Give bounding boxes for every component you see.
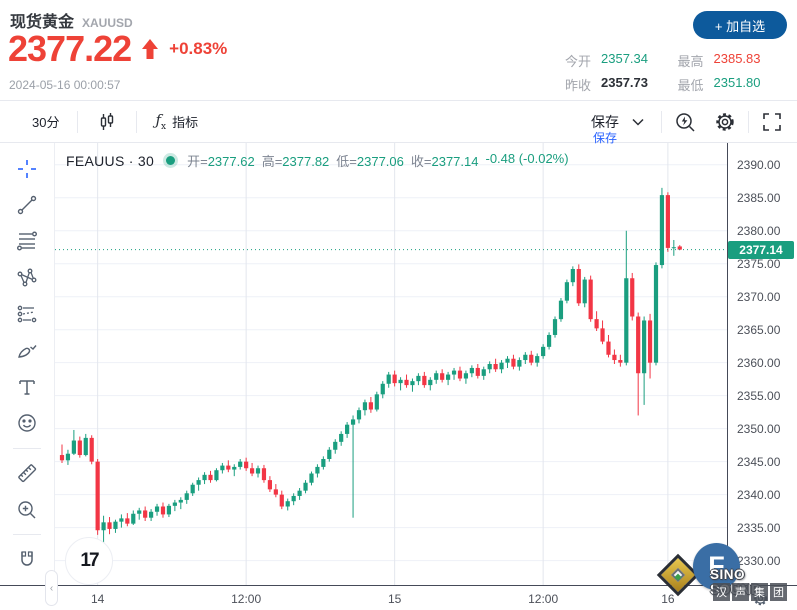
prev-close-value: 2357.73 bbox=[601, 74, 649, 90]
sidebar-collapse-handle[interactable]: ‹ bbox=[45, 570, 58, 606]
candles-icon bbox=[96, 111, 118, 133]
status-dot bbox=[166, 156, 176, 165]
high-value: 2385.83 bbox=[713, 50, 761, 66]
sino-f-logo: F bbox=[693, 543, 740, 590]
legend-change: -0.48 (-0.02%) bbox=[485, 151, 569, 166]
last-price: 2377.22 bbox=[8, 28, 132, 69]
price-axis-label: 2355.00 bbox=[737, 388, 781, 403]
time-axis-label: 12:00 bbox=[528, 592, 559, 606]
legend-symbol: FEAUUS · 30 bbox=[66, 152, 155, 169]
chevron-down-icon[interactable] bbox=[627, 111, 649, 133]
settings-gear-icon[interactable] bbox=[714, 111, 736, 133]
indicators-button[interactable]: ƒx 指标 bbox=[149, 107, 204, 136]
sino-brand-cn: 汉声集团 bbox=[713, 583, 787, 601]
add-watchlist-button[interactable]: + 加自选 bbox=[693, 11, 787, 39]
price-axis-label: 2345.00 bbox=[737, 454, 781, 469]
prev-close-label: 昨收 bbox=[565, 77, 592, 93]
price-axis-label: 2390.00 bbox=[737, 157, 781, 172]
xabcd-pattern-tool-button[interactable] bbox=[12, 264, 42, 291]
time-axis-label: 15 bbox=[387, 592, 402, 606]
price-axis-label: 2360.00 bbox=[737, 355, 781, 370]
tv-glyph: 17 bbox=[80, 550, 99, 571]
instrument-symbol: XAUUSD bbox=[82, 16, 133, 30]
interval-button[interactable]: 30分 bbox=[32, 115, 60, 130]
instrument-title: 现货黄金 bbox=[10, 14, 75, 31]
up-arrow-icon bbox=[141, 38, 159, 60]
save-tooltip: 保存 bbox=[593, 130, 618, 145]
change-percent: +0.83% bbox=[169, 39, 228, 58]
price-axis-label: 2365.00 bbox=[737, 322, 781, 337]
chart-toolbar: 30分 ƒx 指标 保存 保存 bbox=[0, 100, 797, 145]
low-label: 最低 bbox=[677, 77, 704, 93]
price-axis-label: 2330.00 bbox=[737, 553, 781, 568]
open-label: 今开 bbox=[565, 53, 592, 69]
high-label: 最高 bbox=[677, 53, 704, 69]
sidebar-divider bbox=[13, 534, 41, 536]
low-value: 2351.80 bbox=[713, 74, 761, 90]
price-axis-label: 2350.00 bbox=[737, 421, 781, 436]
emoji-tool-button[interactable] bbox=[12, 409, 42, 436]
trend-line-tool-button[interactable] bbox=[12, 191, 42, 218]
crosshair-tool-button[interactable] bbox=[12, 155, 42, 182]
zoom-in-tool-button[interactable] bbox=[12, 496, 42, 523]
indicators-label: 指标 bbox=[172, 115, 199, 130]
price-axis[interactable]: 2390.00 2385.00 2380.00 2375.00 2370.00 2365.… bbox=[727, 143, 797, 585]
brush-tool-button[interactable] bbox=[12, 337, 42, 364]
price-axis-label: 2370.00 bbox=[737, 289, 781, 304]
fx-icon: ƒx bbox=[155, 111, 167, 132]
time-axis[interactable]: 14 12:00 15 12:00 16 bbox=[0, 585, 797, 610]
quick-search-icon[interactable] bbox=[674, 111, 696, 133]
chart-legend[interactable]: FEAUUS · 30 开=2377.62 高=2377.82 低=2377.0… bbox=[66, 151, 569, 170]
open-value: 2357.34 bbox=[601, 50, 649, 66]
price-axis-label: 2335.00 bbox=[737, 520, 781, 535]
price-axis-label: 2380.00 bbox=[737, 223, 781, 238]
text-tool-button[interactable] bbox=[12, 373, 42, 400]
quote-timestamp: 2024-05-16 00:00:57 bbox=[9, 78, 121, 92]
legend-high: 2377.82 bbox=[282, 154, 330, 169]
quote-stats: 今开 2357.34 最高 2385.83 昨收 2357.73 最低 2351… bbox=[565, 48, 790, 96]
forecast-tool-button[interactable] bbox=[12, 300, 42, 327]
quote-header: 现货黄金 XAUUSD 2377.22 +0.83% 2024-05-16 00… bbox=[0, 0, 797, 100]
fib-retracement-tool-button[interactable] bbox=[12, 228, 42, 255]
time-axis-label: 14 bbox=[90, 592, 105, 606]
magnet-tool-button[interactable] bbox=[12, 546, 42, 573]
price-axis-label: 2340.00 bbox=[737, 487, 781, 502]
measure-tool-button[interactable] bbox=[12, 460, 42, 487]
tradingview-logo[interactable]: 17 bbox=[65, 537, 113, 585]
last-price-tag: 2377.14 bbox=[728, 240, 794, 259]
legend-close: 2377.14 bbox=[431, 154, 479, 169]
candlestick-chart[interactable] bbox=[55, 143, 727, 585]
time-axis-label: 12:00 bbox=[231, 592, 262, 606]
sidebar-divider bbox=[13, 447, 41, 449]
time-axis-label: 16 bbox=[661, 592, 675, 606]
legend-open: 2377.62 bbox=[207, 154, 255, 169]
price-axis-label: 2385.00 bbox=[737, 190, 781, 205]
drawing-toolbar bbox=[0, 143, 55, 610]
fullscreen-icon[interactable] bbox=[761, 111, 783, 133]
chart-style-button[interactable] bbox=[90, 107, 124, 137]
price-axis-label: 2375.00 bbox=[737, 256, 781, 271]
save-button[interactable]: 保存 保存 bbox=[591, 113, 619, 145]
legend-ohlc: 开=2377.62 高=2377.82 低=2377.06 收=2377.14 … bbox=[187, 151, 569, 169]
legend-low: 2377.06 bbox=[356, 154, 404, 169]
